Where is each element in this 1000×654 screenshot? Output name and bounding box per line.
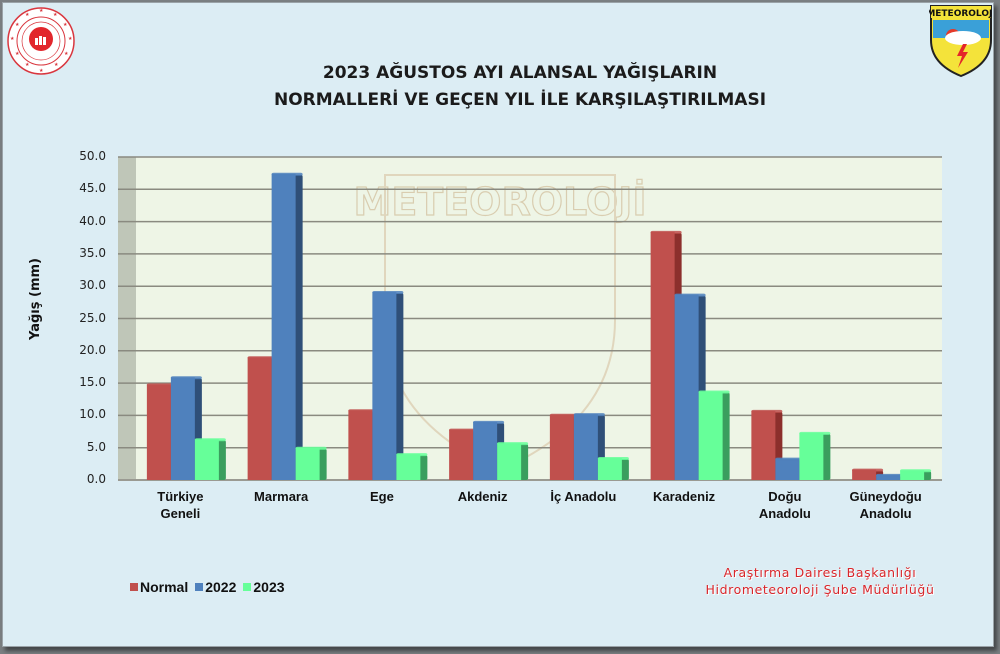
- svg-text:★: ★: [10, 36, 15, 42]
- svg-text:★: ★: [39, 68, 44, 74]
- x-category-label: Akdeniz: [428, 488, 538, 505]
- x-category-line: Türkiye: [157, 489, 204, 504]
- x-category-line: Doğu: [768, 489, 802, 504]
- y-tick-label: 25.0: [79, 310, 106, 325]
- svg-text:★: ★: [25, 62, 30, 68]
- x-category-line: Karadeniz: [653, 489, 716, 504]
- svg-text:★: ★: [53, 12, 58, 18]
- bar-2023-1: [295, 446, 327, 480]
- x-category-line: Güneydoğu: [849, 489, 922, 504]
- chart-title-line1: 2023 AĞUSTOS AYI ALANSAL YAĞIŞLARIN: [322, 63, 718, 83]
- svg-text:★: ★: [25, 12, 30, 18]
- bar-2023-7: [900, 469, 932, 480]
- legend-swatch-2022: [195, 583, 204, 591]
- y-tick-label: 45.0: [79, 181, 106, 196]
- bar-2022-2: [372, 291, 404, 480]
- y-tick-label: 5.0: [86, 439, 106, 454]
- y-tick-label: 20.0: [79, 342, 106, 357]
- legend-swatch-normal: [130, 583, 138, 591]
- credit-text: Araştırma Dairesi Başkanlığı Hidrometeor…: [700, 564, 940, 598]
- x-category-label: Doğu Anadolu: [730, 488, 840, 522]
- meteoroloji-shield-icon: METEOROLOJİ: [929, 5, 993, 78]
- y-tick-label: 10.0: [79, 407, 106, 422]
- svg-text:★: ★: [15, 51, 20, 57]
- chart-title: 2023 AĞUSTOS AYI ALANSAL YAĞIŞLARIN NORM…: [250, 60, 790, 114]
- x-category-line: Geneli: [160, 506, 201, 521]
- x-category-line: Marmara: [254, 489, 309, 504]
- x-category-line: Anadolu: [758, 506, 811, 521]
- x-category-label: İç Anadolu: [528, 488, 638, 505]
- bar-2022-4: [573, 413, 605, 480]
- svg-text:★: ★: [54, 62, 59, 68]
- x-category-line: Akdeniz: [457, 489, 508, 504]
- legend-swatch-2023: [243, 583, 252, 591]
- chart-title-line2: NORMALLERİ VE GEÇEN YIL İLE KARŞILAŞTIRI…: [273, 90, 767, 110]
- ministry-seal-icon: ★ ★ ★ ★ ★ ★ ★ ★ ★ ★ ★ ★: [7, 7, 75, 75]
- bar-2023-5: [698, 390, 730, 480]
- watermark-text: METEOROLOJİ: [354, 180, 647, 224]
- credit-line2: Hidrometeoroloji Şube Müdürlüğü: [705, 582, 935, 597]
- bar-2023-3: [497, 442, 529, 480]
- svg-text:★: ★: [63, 22, 68, 28]
- x-category-line: Ege: [369, 489, 394, 504]
- y-tick-label: 0.0: [86, 472, 106, 486]
- legend: Normal 2022 2023: [130, 579, 288, 595]
- y-tick-label: 50.0: [79, 149, 106, 163]
- x-category-label: Marmara: [226, 488, 336, 505]
- x-category-label: Türkiye Geneli: [125, 488, 235, 522]
- svg-text:★: ★: [15, 22, 20, 28]
- x-category-label: Güneydoğu Anadolu: [831, 488, 941, 522]
- x-category-line: İç Anadolu: [550, 489, 617, 504]
- svg-text:★: ★: [68, 36, 73, 42]
- x-category-line: Anadolu: [859, 506, 912, 521]
- bar-2023-4: [597, 457, 629, 480]
- y-tick-label: 30.0: [79, 278, 106, 293]
- bar-2022-1: [271, 172, 303, 480]
- x-category-label: Karadeniz: [629, 488, 739, 505]
- y-tick-label: 15.0: [79, 375, 106, 390]
- x-category-label: Ege: [327, 488, 437, 505]
- bar-2023-6: [799, 431, 831, 480]
- legend-item-2022: 2022: [195, 579, 236, 595]
- legend-item-normal: Normal: [130, 579, 188, 595]
- y-tick-label: 35.0: [79, 245, 106, 260]
- y-tick-label: 40.0: [79, 213, 106, 228]
- bar-2023-0: [194, 438, 226, 480]
- svg-text:METEOROLOJİ: METEOROLOJİ: [929, 8, 993, 19]
- y-axis-label: Yağış (mm): [28, 258, 43, 340]
- credit-line1: Araştırma Dairesi Başkanlığı: [723, 565, 917, 580]
- svg-text:★: ★: [64, 51, 69, 57]
- svg-text:★: ★: [39, 8, 44, 14]
- bar-2023-2: [396, 453, 428, 480]
- legend-item-2023: 2023: [243, 579, 285, 595]
